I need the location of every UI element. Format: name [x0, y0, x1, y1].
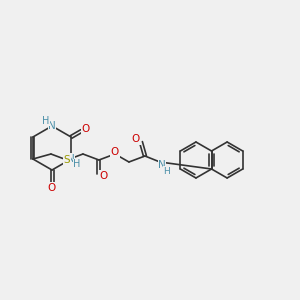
Text: O: O: [81, 124, 90, 134]
Text: H: H: [74, 159, 81, 169]
Text: H: H: [164, 167, 170, 176]
Text: O: O: [100, 171, 108, 181]
Text: O: O: [48, 183, 56, 193]
Text: S: S: [64, 155, 70, 165]
Text: O: O: [132, 134, 140, 144]
Text: H: H: [42, 116, 50, 126]
Text: N: N: [158, 160, 166, 170]
Text: N: N: [48, 121, 56, 131]
Text: N: N: [67, 154, 75, 164]
Text: O: O: [111, 147, 119, 157]
